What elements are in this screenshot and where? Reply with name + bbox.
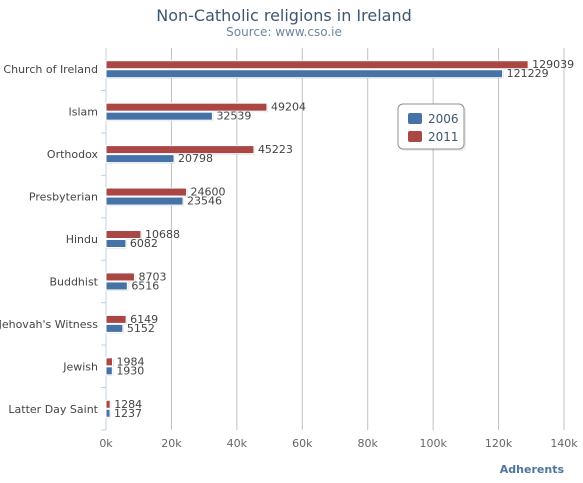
data-label: 1930	[116, 364, 144, 377]
data-label: 6516	[131, 279, 159, 292]
x-tick-label: 20k	[161, 437, 182, 450]
data-label: 5152	[127, 322, 155, 335]
x-tick-label: 0k	[99, 437, 113, 450]
data-label: 121229	[507, 67, 549, 80]
chart-title: Non-Catholic religions in Ireland	[156, 6, 412, 25]
bar-2006[interactable]	[105, 69, 504, 79]
bar-2011[interactable]	[105, 60, 529, 70]
data-label: 23546	[187, 195, 222, 208]
bar-2011[interactable]	[105, 230, 142, 239]
category-label: Jehovah's Witness	[0, 318, 98, 331]
x-tick-label: 120k	[485, 437, 513, 450]
bar-2006[interactable]	[105, 366, 113, 376]
data-label: 1284	[114, 398, 142, 411]
data-label: 1984	[116, 355, 144, 368]
category-label: Hindu	[66, 233, 98, 246]
bar-2006[interactable]	[105, 154, 175, 164]
data-label: 24600	[190, 186, 225, 199]
x-tick-label: 140k	[550, 437, 578, 450]
data-label: 45223	[258, 143, 293, 156]
legend[interactable]: 2006 2011	[397, 103, 466, 151]
x-tick-label: 100k	[419, 437, 447, 450]
bar-2006[interactable]	[105, 196, 184, 206]
category-label: Orthodox	[47, 148, 99, 161]
category-label: Jewish	[62, 360, 98, 373]
bar-2006[interactable]	[105, 111, 213, 121]
x-tick-label: 60k	[292, 437, 313, 450]
category-label: Presbyterian	[29, 191, 98, 204]
data-label: 20798	[178, 152, 213, 165]
bar-2011[interactable]	[105, 399, 111, 409]
category-label: Buddhist	[49, 275, 98, 288]
legend-label-2011[interactable]: 2011	[428, 130, 459, 144]
data-label: 10688	[145, 228, 180, 241]
bar-2006[interactable]	[105, 408, 111, 418]
data-label: 6082	[130, 237, 158, 250]
x-axis-title: Adherents	[500, 463, 565, 476]
bar-2006[interactable]	[105, 323, 124, 333]
bar-2011[interactable]	[105, 314, 127, 324]
data-label: 6149	[130, 313, 158, 326]
category-labels: Church of Ireland Islam Orthodox Presbyteri…	[0, 63, 99, 416]
legend-swatch-2006[interactable]	[408, 113, 422, 124]
category-label: Islam	[69, 106, 99, 119]
data-label: 1237	[114, 407, 142, 420]
category-label: Church of Ireland	[3, 63, 98, 76]
data-label: 129039	[532, 58, 574, 71]
bar-2006[interactable]	[105, 239, 127, 248]
bar-2011[interactable]	[105, 357, 113, 367]
bar-2006[interactable]	[105, 281, 128, 291]
data-label: 32539	[216, 110, 251, 123]
data-label: 49204	[271, 101, 306, 114]
tick-labels: 0k 20k 40k 60k 80k 100k 120k 140k	[99, 437, 578, 450]
x-tick-label: 40k	[227, 437, 248, 450]
bar-2011[interactable]	[105, 187, 187, 197]
legend-swatch-2011[interactable]	[408, 131, 422, 142]
data-label: 8703	[138, 270, 166, 283]
x-tick-label: 80k	[358, 437, 379, 450]
bar-2011[interactable]	[105, 145, 255, 155]
bar-2011[interactable]	[105, 102, 268, 112]
legend-label-2006[interactable]: 2006	[428, 112, 459, 126]
bar-2011[interactable]	[105, 272, 135, 282]
category-label: Latter Day Saint	[8, 403, 98, 416]
chart-subtitle: Source: www.cso.ie	[226, 25, 342, 39]
